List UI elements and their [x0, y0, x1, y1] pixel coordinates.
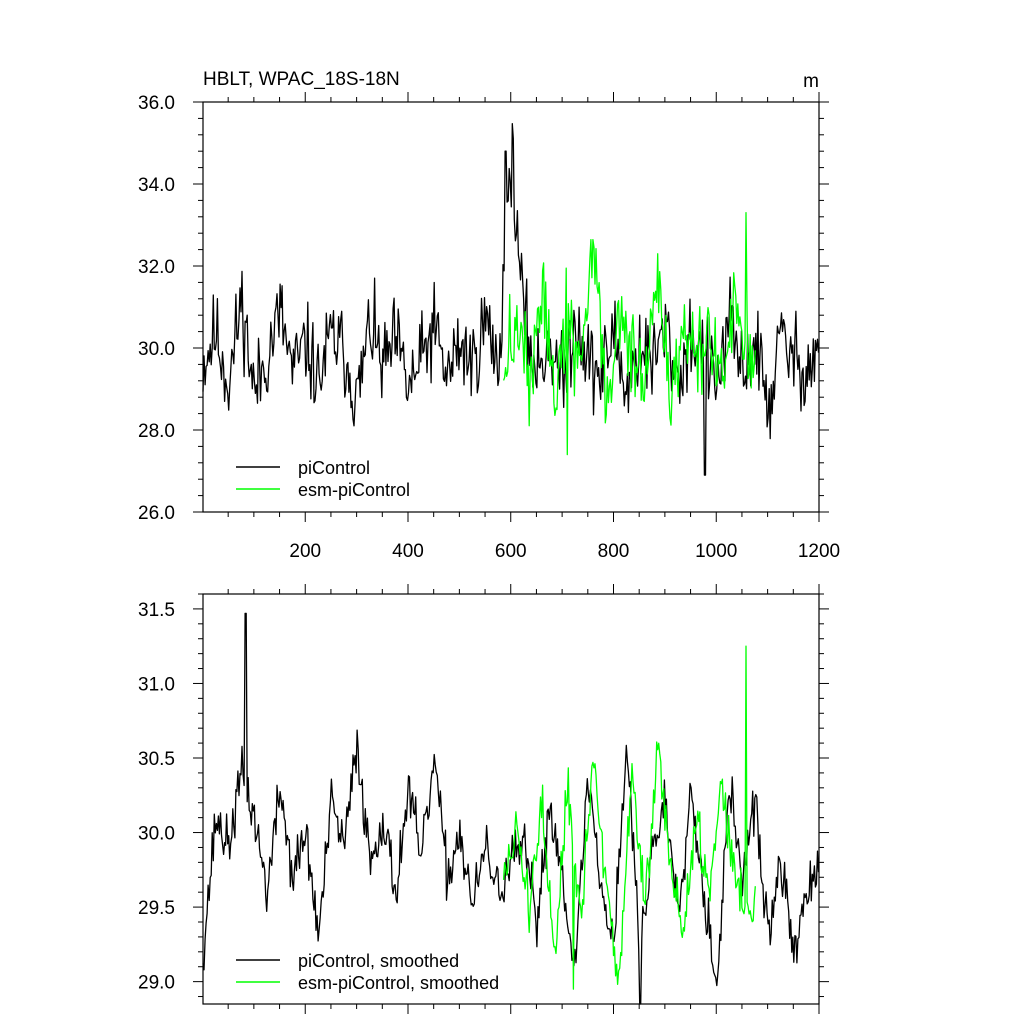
y-tick-label: 30.0: [138, 824, 175, 845]
x-tick-label: 800: [598, 541, 630, 562]
top-chart-title: HBLT, WPAC_18S-18N: [203, 69, 400, 90]
y-tick-label: 30.0: [138, 339, 175, 360]
y-tick-label: 29.0: [138, 973, 175, 994]
y-tick-label: 31.5: [138, 600, 175, 621]
x-tick-label: 1200: [798, 541, 840, 562]
x-tick-label: 400: [392, 541, 424, 562]
y-tick-label: 34.0: [138, 175, 175, 196]
legend-label: piControl: [298, 458, 370, 478]
legend-label: esm-piControl: [298, 480, 410, 500]
legend-label: esm-piControl, smoothed: [298, 973, 499, 993]
top-ticks: 200 400 600 800 1000 1200 26.0 28.0 30.0 32.0 34.0…: [138, 92, 840, 562]
top-panel: HBLT, WPAC_18S-18N m 200 400 600 800 1000 120…: [138, 69, 840, 562]
series-line-esm-picontrol-smoothed: [502, 645, 756, 990]
x-tick-label: 600: [495, 541, 527, 562]
top-series-lines: [202, 123, 820, 476]
y-tick-label: 26.0: [138, 503, 175, 524]
x-tick-label: 200: [289, 541, 321, 562]
series-line-picontrol: [202, 123, 820, 476]
top-chart-units: m: [803, 71, 819, 92]
bottom-panel: 29.0 29.5 30.0 30.5 31.0 31.5 piControl, smoo…: [138, 584, 829, 1014]
top-plot-frame: [202, 101, 820, 513]
y-tick-label: 36.0: [138, 93, 175, 114]
series-line-esm-picontrol: [502, 212, 756, 456]
bottom-series-lines: [202, 612, 820, 1005]
y-tick-label: 29.5: [138, 898, 175, 919]
y-tick-label: 28.0: [138, 421, 175, 442]
y-tick-label: 31.0: [138, 674, 175, 695]
x-tick-label: 1000: [695, 541, 737, 562]
legend-label: piControl, smoothed: [298, 951, 459, 971]
y-tick-label: 32.0: [138, 257, 175, 278]
bottom-ticks: 29.0 29.5 30.0 30.5 31.0 31.5: [138, 584, 829, 1014]
y-tick-label: 30.5: [138, 749, 175, 770]
bottom-plot-frame: [202, 593, 820, 1005]
